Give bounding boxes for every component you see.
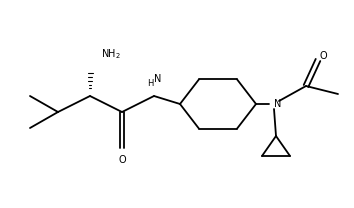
Text: H: H	[147, 78, 153, 88]
Text: O: O	[319, 51, 327, 61]
Text: N: N	[154, 74, 162, 84]
Text: NH$_2$: NH$_2$	[101, 47, 121, 61]
Text: N: N	[274, 99, 282, 109]
Text: O: O	[118, 155, 126, 165]
